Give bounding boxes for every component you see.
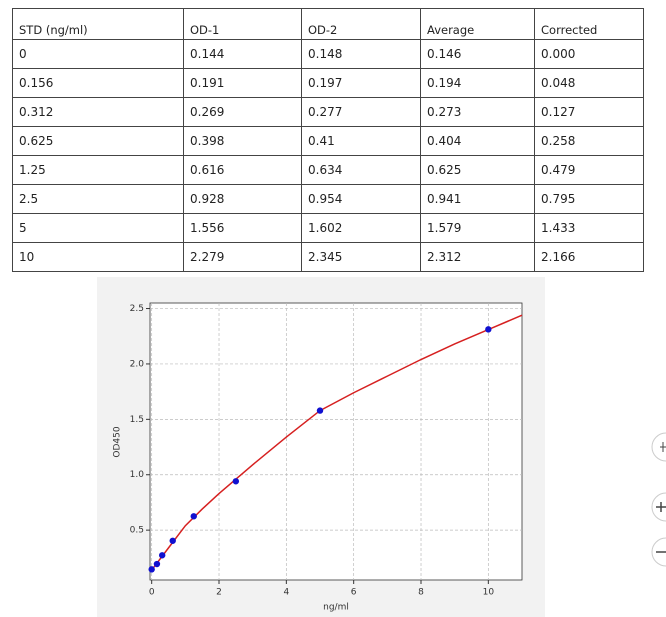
table-row: 0 0.144 0.148 0.146 0.000 — [12, 39, 644, 69]
header-cell: Corrected — [534, 8, 644, 40]
table-cell: 0.312 — [12, 97, 184, 127]
table-cell: 0.625 — [420, 155, 535, 185]
table-cell: 10 — [12, 242, 184, 272]
zoom-in-button[interactable] — [651, 492, 666, 522]
data-point — [169, 537, 176, 544]
table-cell: 1.433 — [534, 213, 644, 243]
table-cell: 0.277 — [301, 97, 421, 127]
data-table: STD (ng/ml) OD-1 OD-2 Average Corrected 0 0.14… — [12, 8, 644, 272]
table-cell: 0.398 — [183, 126, 302, 156]
table-cell: 0.404 — [420, 126, 535, 156]
data-point — [232, 478, 240, 485]
table-row: 5 1.556 1.602 1.579 1.433 — [12, 213, 644, 243]
x-tick-label: 8 — [418, 588, 424, 598]
data-point — [190, 513, 197, 520]
zoom-fit-button[interactable] — [651, 432, 666, 462]
table-cell: 2.5 — [12, 184, 184, 214]
table-cell: 0.479 — [534, 155, 644, 185]
table-cell: 2.345 — [301, 242, 421, 272]
table-cell: 2.166 — [534, 242, 644, 272]
header-cell: STD (ng/ml) — [12, 8, 184, 40]
header-row: STD (ng/ml) OD-1 OD-2 Average Corrected — [12, 8, 644, 40]
data-point — [153, 560, 161, 568]
header-cell: Average — [420, 8, 535, 40]
table-cell: 2.279 — [183, 242, 302, 272]
table-cell: 0.197 — [301, 68, 421, 98]
plot-area — [149, 302, 523, 581]
y-tick-label: 0.5 — [130, 526, 144, 536]
table-row: 10 2.279 2.345 2.312 2.166 — [12, 242, 644, 272]
data-point — [158, 552, 166, 559]
y-tick-label: 2.0 — [130, 359, 145, 369]
y-axis-label: OD450 — [113, 426, 123, 457]
data-point — [316, 407, 324, 414]
table-cell: 0.194 — [420, 68, 535, 98]
data-point — [485, 326, 492, 333]
table-cell: 0.144 — [183, 39, 302, 69]
x-tick-label: 0 — [149, 588, 155, 598]
y-tick-label: 1.5 — [130, 415, 144, 425]
header-cell: OD-1 — [183, 8, 302, 40]
data-point — [148, 566, 155, 573]
table-cell: 1.602 — [301, 213, 421, 243]
zoom-out-button[interactable] — [651, 537, 666, 567]
table-cell: 0.148 — [301, 39, 421, 69]
x-tick-label: 10 — [483, 588, 495, 598]
x-axis-label: ng/ml — [323, 603, 349, 613]
x-tick-label: 2 — [216, 588, 222, 598]
y-tick-label: 2.5 — [130, 304, 144, 314]
x-tick-label: 4 — [283, 588, 289, 598]
table-row: 0.312 0.269 0.277 0.273 0.127 — [12, 97, 644, 127]
fit-curve — [151, 314, 523, 571]
y-tick-label: 1.0 — [130, 470, 145, 480]
x-tick-label: 6 — [351, 588, 357, 598]
table-cell: 0.616 — [183, 155, 302, 185]
table-cell: 0.273 — [420, 97, 535, 127]
table-cell: 2.312 — [420, 242, 535, 272]
table-cell: 0.795 — [534, 184, 644, 214]
